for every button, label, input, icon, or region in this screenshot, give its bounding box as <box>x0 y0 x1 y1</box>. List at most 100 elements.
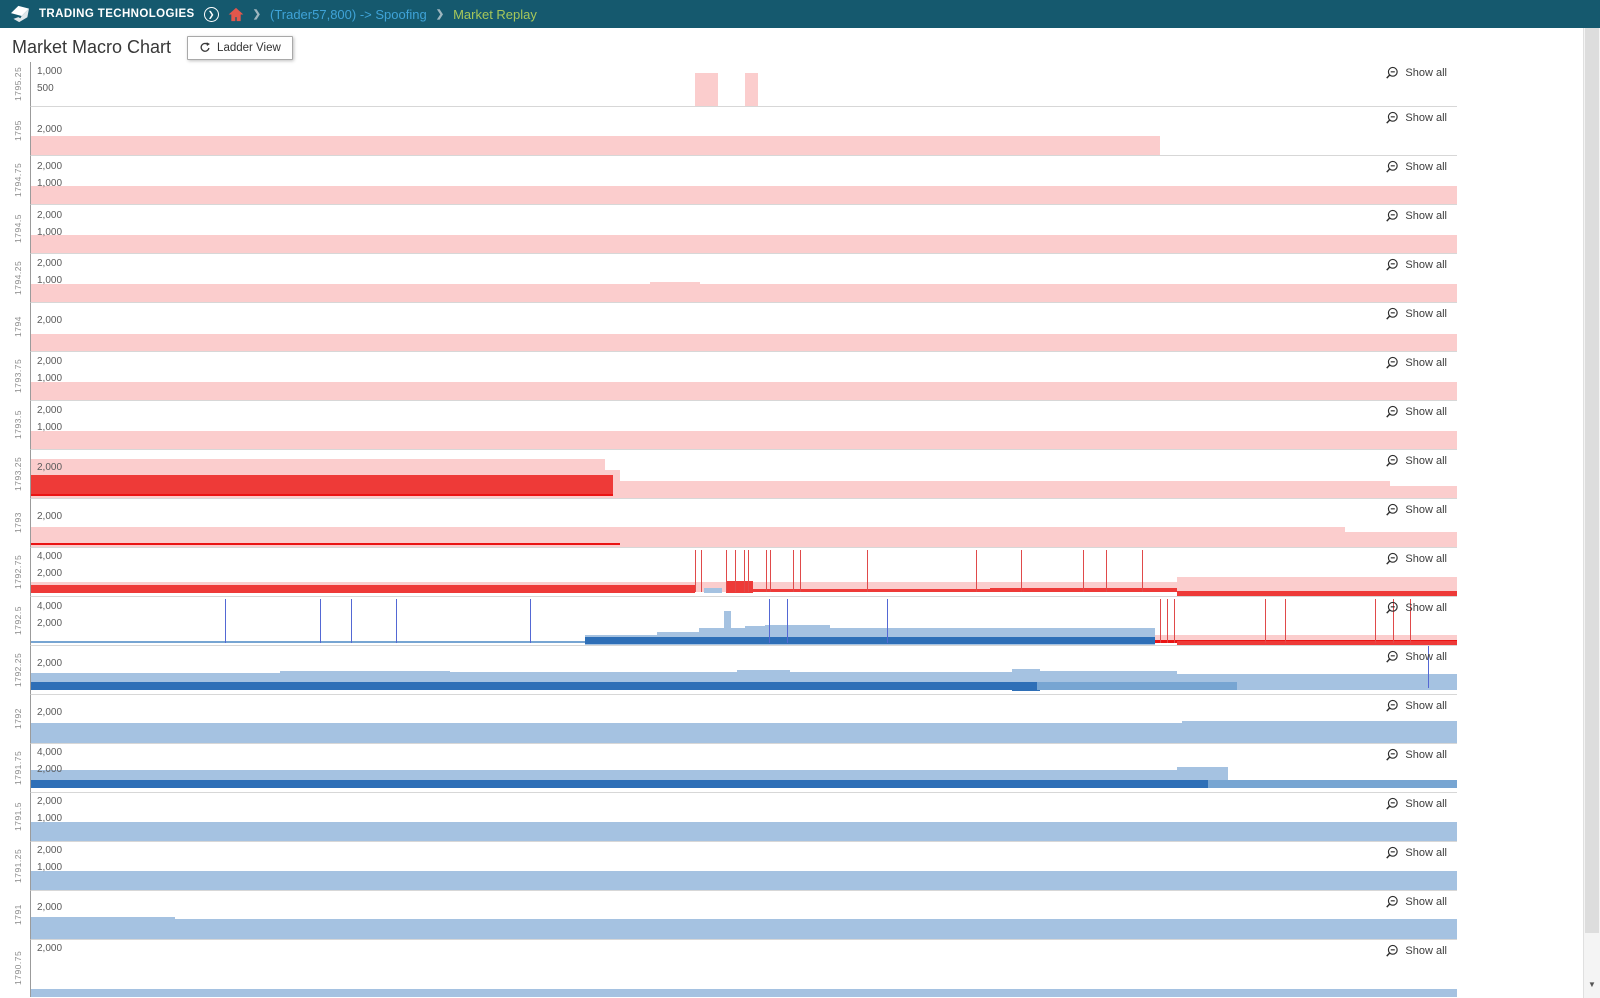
show-all-button[interactable]: Show all <box>1385 503 1447 517</box>
show-all-button[interactable]: Show all <box>1385 405 1447 419</box>
y-axis-tick-label: 2,000 <box>37 315 63 326</box>
volume-shape-red <box>753 589 990 592</box>
price-row-1792.25: 1792.25 2,000 Show all <box>0 646 1600 695</box>
show-all-button[interactable]: Show all <box>1385 944 1447 958</box>
volume-shape-blue_med <box>31 641 585 643</box>
volume-shape-blue_v <box>351 599 353 643</box>
price-level-label: 1791.25 <box>13 848 23 883</box>
volume-shape-pink <box>745 73 758 106</box>
price-row-1793.25: 1793.25 2,000 Show all <box>0 450 1600 499</box>
depth-plot-bid: 2,000 Show all <box>30 646 1457 695</box>
zoom-out-icon <box>1386 160 1399 173</box>
depth-plot-bid-ask: 4,000 2,000 Show all <box>30 597 1457 646</box>
price-level-label: 1794.75 <box>13 162 23 197</box>
depth-plot-bid: 2,000 Show all <box>30 695 1457 744</box>
zoom-out-icon <box>1386 944 1399 957</box>
volume-shape-blue <box>1012 669 1040 682</box>
show-all-button[interactable]: Show all <box>1385 748 1447 762</box>
show-all-button[interactable]: Show all <box>1385 307 1447 321</box>
price-level-label: 1793.25 <box>13 456 23 491</box>
volume-shape-red_v <box>867 550 869 592</box>
zoom-out-icon <box>1386 209 1399 222</box>
volume-shape-red_v <box>701 550 703 592</box>
show-all-button[interactable]: Show all <box>1385 797 1447 811</box>
volume-shape-red_v <box>748 550 750 592</box>
y-axis-tick-label: 2,000 <box>37 764 63 775</box>
vertical-scrollbar[interactable]: ▼ <box>1583 28 1600 998</box>
show-all-button[interactable]: Show all <box>1385 601 1447 615</box>
show-all-button[interactable]: Show all <box>1385 209 1447 223</box>
depth-plot-ask: 1,000 500 Show all <box>30 62 1457 107</box>
scrollbar-down-arrow-icon[interactable]: ▼ <box>1588 980 1596 989</box>
show-all-label: Show all <box>1405 259 1447 271</box>
show-all-label: Show all <box>1405 945 1447 957</box>
volume-shape-blue <box>737 670 790 682</box>
zoom-out-icon <box>1386 405 1399 418</box>
volume-shape-pink <box>31 284 1457 302</box>
volume-shape-red_v <box>1142 550 1144 592</box>
show-all-button[interactable]: Show all <box>1385 895 1447 909</box>
volume-shape-pink <box>31 527 1345 547</box>
show-all-label: Show all <box>1405 553 1447 565</box>
show-all-button[interactable]: Show all <box>1385 846 1447 860</box>
show-all-button[interactable]: Show all <box>1385 160 1447 174</box>
price-level-label: 1793 <box>13 512 23 533</box>
show-all-label: Show all <box>1405 161 1447 173</box>
show-all-button[interactable]: Show all <box>1385 454 1447 468</box>
ladder-view-button[interactable]: Ladder View <box>187 35 293 60</box>
price-level-label: 1792.75 <box>13 554 23 589</box>
volume-shape-red_v <box>744 550 746 592</box>
price-row-1791: 1791 2,000 Show all <box>0 891 1600 940</box>
volume-shape-blue <box>1040 671 1177 682</box>
show-all-label: Show all <box>1405 357 1447 369</box>
breadcrumb-trader-link[interactable]: (Trader57,800) -> Spoofing <box>269 6 427 22</box>
volume-shape-red_v <box>1166 599 1169 643</box>
volume-shape-blue_v <box>530 599 532 643</box>
breadcrumb-chevron-icon: ❯ <box>252 8 261 20</box>
show-all-label: Show all <box>1405 847 1447 859</box>
volume-shape-pink <box>1345 532 1457 547</box>
volume-shape-blue <box>790 672 1012 682</box>
refresh-icon <box>200 41 210 52</box>
show-all-label: Show all <box>1405 896 1447 908</box>
show-all-label: Show all <box>1405 798 1447 810</box>
volume-shape-red <box>31 475 613 494</box>
price-row-1795.25: 1795.25 1,000 500 Show all <box>0 62 1600 107</box>
volume-shape-blue <box>31 989 1457 997</box>
volume-shape-blue_med <box>1036 682 1237 690</box>
volume-shape-blue_dark <box>31 682 1037 690</box>
price-row-1795: 1795 2,000 Show all <box>0 107 1600 156</box>
collapse-breadcrumb-button[interactable]: ❯ <box>203 6 219 22</box>
volume-shape-red_v <box>1410 599 1412 643</box>
price-level-label: 1792 <box>13 708 23 729</box>
volume-shape-red_v <box>1083 550 1085 592</box>
price-row-1792.75: 1792.75 4,000 2,000 Show all <box>0 548 1600 597</box>
price-level-label: 1794.5 <box>13 214 23 243</box>
volume-shape-pink <box>695 73 718 106</box>
depth-plot-ask: 2,000 Show all <box>30 499 1457 548</box>
home-icon[interactable] <box>228 7 244 22</box>
price-level-label: 1793.5 <box>13 410 23 439</box>
show-all-button[interactable]: Show all <box>1385 699 1447 713</box>
show-all-button[interactable]: Show all <box>1385 650 1447 664</box>
y-axis-tick-label: 2,000 <box>37 796 63 807</box>
show-all-button[interactable]: Show all <box>1385 66 1447 80</box>
top-navigation-bar: TRADING TECHNOLOGIES ❯ ❯ (Trader57,800) … <box>0 0 1600 28</box>
zoom-out-icon <box>1386 307 1399 320</box>
price-row-1791.75: 1791.75 4,000 2,000 Show all <box>0 744 1600 793</box>
market-macro-chart: 1795.25 1,000 500 Show all 1795 2,000 Show all… <box>0 62 1600 997</box>
zoom-out-icon <box>1386 699 1399 712</box>
show-all-button[interactable]: Show all <box>1385 356 1447 370</box>
volume-shape-red_v <box>1173 599 1176 643</box>
show-all-button[interactable]: Show all <box>1385 258 1447 272</box>
page-title: Market Macro Chart <box>12 37 172 57</box>
zoom-out-icon <box>1386 650 1399 663</box>
scrollbar-thumb[interactable] <box>1585 28 1599 933</box>
volume-shape-blue <box>31 723 1182 743</box>
zoom-out-icon <box>1386 846 1399 859</box>
volume-shape-blue_dark <box>1012 682 1040 691</box>
volume-shape-blue <box>1182 721 1457 743</box>
show-all-button[interactable]: Show all <box>1385 552 1447 566</box>
breadcrumb-current-page: Market Replay <box>453 6 537 22</box>
show-all-button[interactable]: Show all <box>1385 111 1447 125</box>
